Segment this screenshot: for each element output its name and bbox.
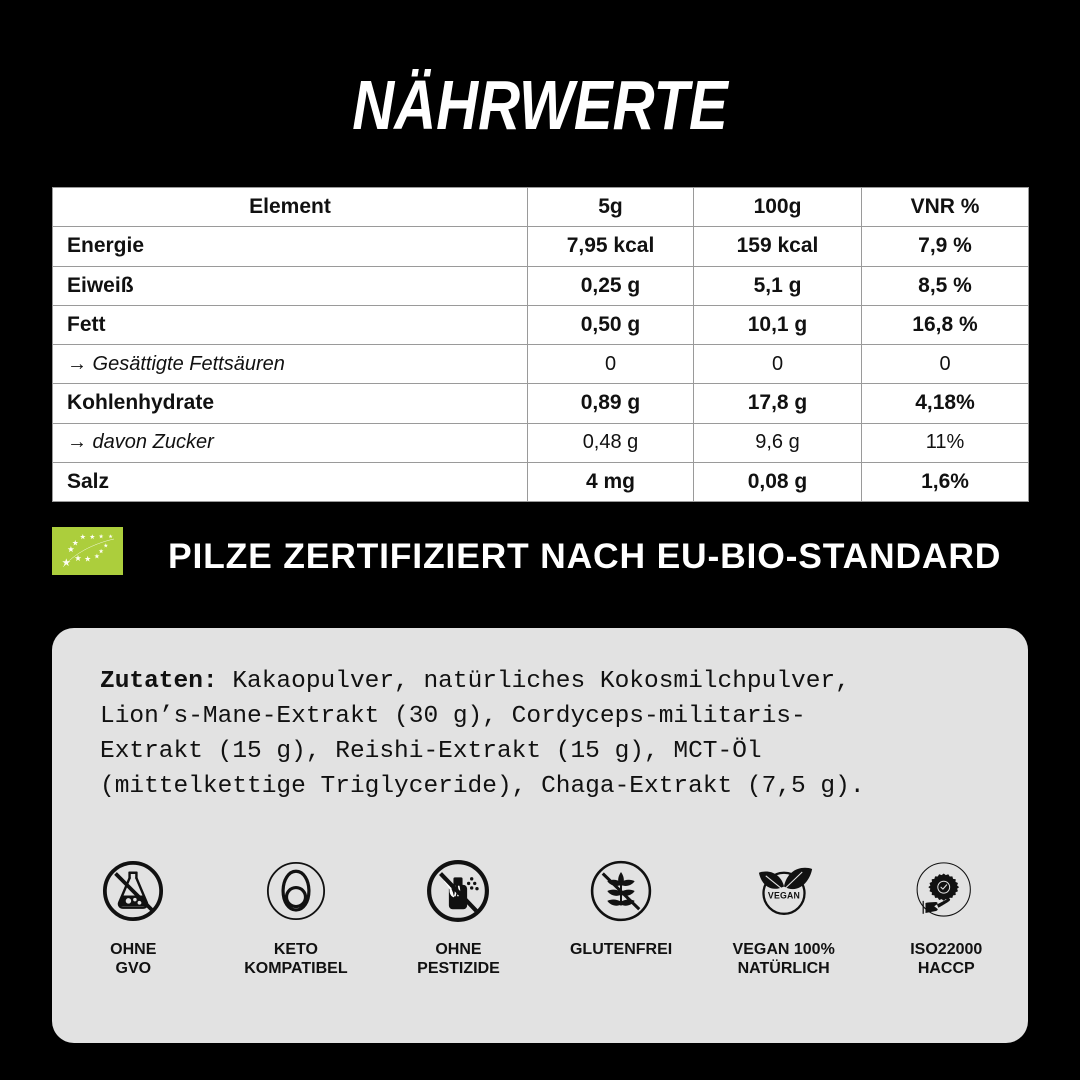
svg-text:VEGAN: VEGAN xyxy=(768,891,800,901)
